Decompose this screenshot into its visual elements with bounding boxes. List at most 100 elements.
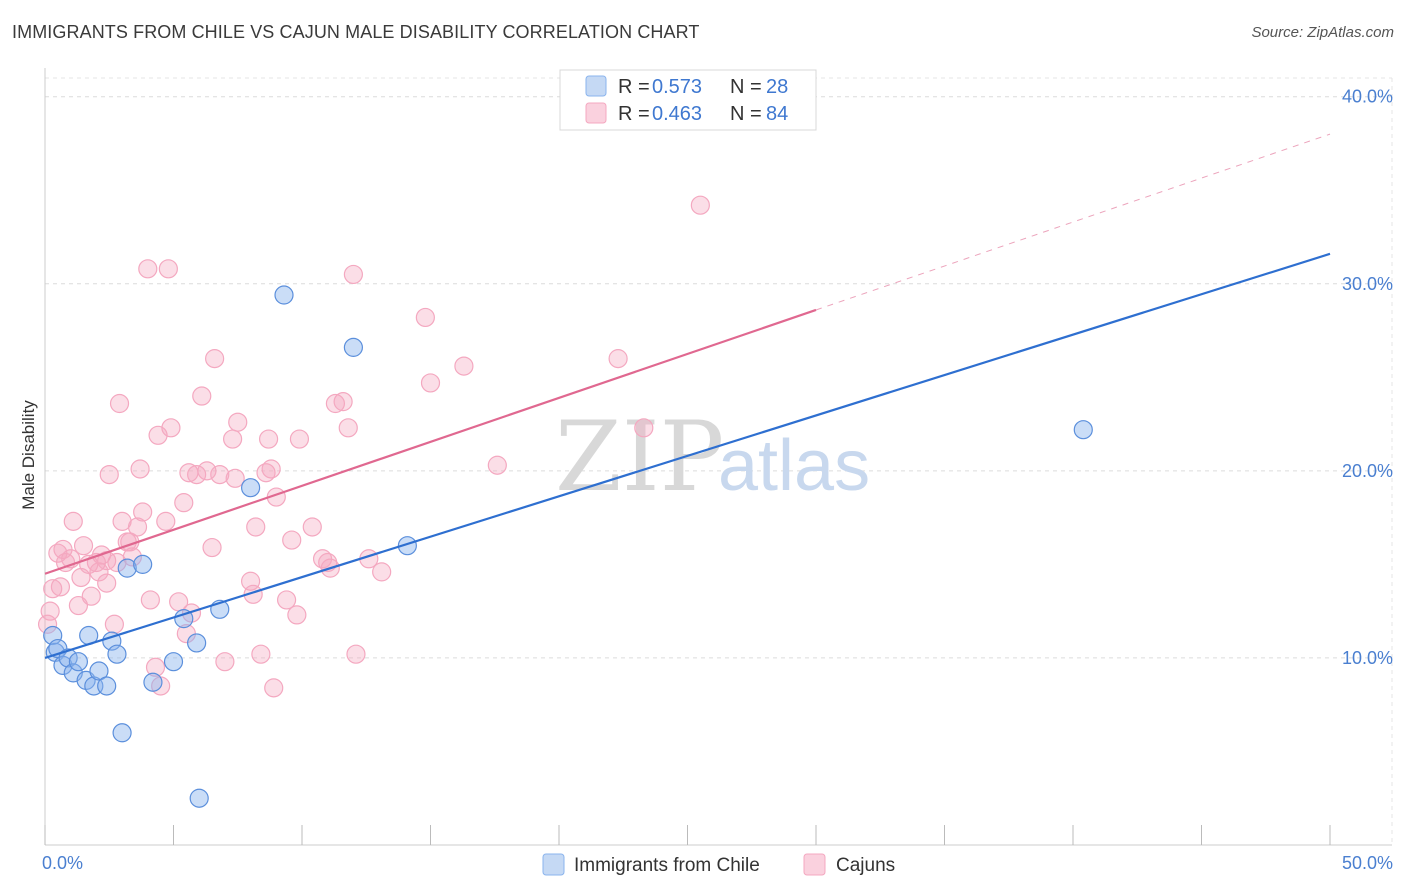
cajun-point-29 <box>138 259 158 279</box>
legend-r-label-cajun: R = <box>618 103 650 125</box>
chile-point-14 <box>112 723 132 743</box>
cajun-point-17 <box>97 573 117 593</box>
chile-point-19 <box>174 609 194 629</box>
chile-point-10 <box>89 661 109 681</box>
legend-n-label-cajun: N = <box>730 103 762 125</box>
cajun-point-18 <box>99 464 119 485</box>
legend-box: R = 0.573 N = 28 R = 0.463 N = 84 <box>559 69 817 131</box>
y-tick-label-2: 30.0% <box>1342 274 1393 294</box>
trend-lines <box>44 133 1331 659</box>
cajun-point-11 <box>73 536 94 556</box>
cajun-point-1 <box>40 601 60 621</box>
chile-point-23 <box>241 478 261 498</box>
cajun-point-8 <box>63 511 83 531</box>
y-axis-label: Male Disability <box>19 400 38 510</box>
chile-point-4 <box>58 648 78 668</box>
cajun-point-30 <box>140 590 160 610</box>
chile-point-18 <box>163 652 184 672</box>
cajun-point-56 <box>256 463 276 483</box>
chile-point-27 <box>1073 420 1093 440</box>
cajun-point-27 <box>130 459 150 479</box>
cajun-point-63 <box>287 605 307 625</box>
legend-n-value-chile: 28 <box>766 76 788 98</box>
x-tick-label-1: 50.0% <box>1342 853 1393 873</box>
trend-line-cajun <box>44 308 817 575</box>
y-tick-label-1: 20.0% <box>1342 461 1393 481</box>
cajun-point-15 <box>89 562 109 582</box>
chile-point-15 <box>117 558 137 578</box>
chile-point-13 <box>107 644 127 664</box>
legend-swatch-chile <box>585 75 607 97</box>
legend-swatch-cajun <box>585 102 607 124</box>
y-tick-label-3: 40.0% <box>1342 87 1393 107</box>
cajun-point-21 <box>109 393 130 414</box>
cajun-point-79 <box>487 455 507 475</box>
bottom-legend: Immigrants from Chile Cajuns <box>542 853 895 876</box>
legend-n-label-chile: N = <box>730 76 762 98</box>
cajun-point-36 <box>161 418 181 438</box>
cajun-point-31 <box>145 657 166 677</box>
cajun-point-72 <box>343 264 363 285</box>
cajun-point-9 <box>68 595 89 616</box>
cajun-point-65 <box>302 517 322 537</box>
legend-r-value-cajun: 0.463 <box>652 103 702 125</box>
legend-r-value-chile: 0.573 <box>652 76 702 98</box>
cajun-point-75 <box>372 562 392 582</box>
cajun-point-76 <box>415 307 435 328</box>
cajun-point-43 <box>192 386 212 406</box>
cajun-point-26 <box>127 517 148 537</box>
trend-line-chile <box>44 252 1331 659</box>
x-tick-label-0: 0.0% <box>42 853 83 873</box>
cajun-point-19 <box>104 614 124 634</box>
cajun-point-35 <box>158 259 178 279</box>
series-cajuns <box>37 195 710 698</box>
y-tick-labels: 10.0% 20.0% 30.0% 40.0% <box>1342 87 1393 668</box>
cajun-point-78 <box>454 356 474 376</box>
cajun-point-38 <box>174 493 194 513</box>
cajun-point-2 <box>43 579 63 599</box>
cajun-point-50 <box>225 468 245 488</box>
cajun-point-48 <box>215 652 235 672</box>
cajun-point-44 <box>197 461 217 481</box>
cajun-point-62 <box>282 530 302 550</box>
cajun-point-54 <box>246 517 266 537</box>
cajun-point-61 <box>276 590 297 610</box>
cajun-point-81 <box>634 418 654 438</box>
chile-point-24 <box>274 285 294 305</box>
cajun-point-46 <box>205 349 225 369</box>
chile-point-6 <box>68 652 89 672</box>
cajun-point-58 <box>261 459 281 479</box>
chile-point-21 <box>189 788 209 808</box>
cajun-point-49 <box>223 429 243 449</box>
cajun-point-71 <box>338 418 358 438</box>
cajun-point-28 <box>133 502 153 522</box>
cajun-point-34 <box>156 511 176 531</box>
axes <box>44 68 1392 846</box>
y-tick-label-0: 10.0% <box>1342 648 1393 668</box>
cajun-point-42 <box>187 464 207 485</box>
cajun-point-47 <box>210 464 230 485</box>
cajun-point-80 <box>608 349 628 369</box>
bottom-legend-label-cajun: Cajuns <box>836 855 895 876</box>
x-tick-labels: 0.0% 50.0% <box>42 853 1393 873</box>
cajun-point-57 <box>258 429 279 449</box>
watermark-zip: ZIP <box>555 401 724 513</box>
cajun-point-4 <box>50 577 71 597</box>
chile-point-20 <box>187 633 207 653</box>
cajun-point-70 <box>333 392 353 412</box>
cajun-point-13 <box>81 586 101 606</box>
legend-r-label-chile: R = <box>618 76 650 98</box>
chile-point-16 <box>133 554 153 574</box>
source-credit: Source: ZipAtlas.com <box>1251 24 1394 41</box>
chart-title: IMMIGRANTS FROM CHILE VS CAJUN MALE DISA… <box>12 22 700 42</box>
cajun-point-82 <box>690 195 710 215</box>
cajun-point-77 <box>420 373 441 393</box>
cajun-point-69 <box>325 393 346 414</box>
cajun-point-59 <box>264 678 284 698</box>
cajun-point-51 <box>228 412 248 432</box>
cajun-point-73 <box>346 644 366 664</box>
cajun-point-55 <box>251 644 271 664</box>
bottom-legend-label-chile: Immigrants from Chile <box>574 855 760 876</box>
legend-n-value-cajun: 84 <box>766 103 788 125</box>
